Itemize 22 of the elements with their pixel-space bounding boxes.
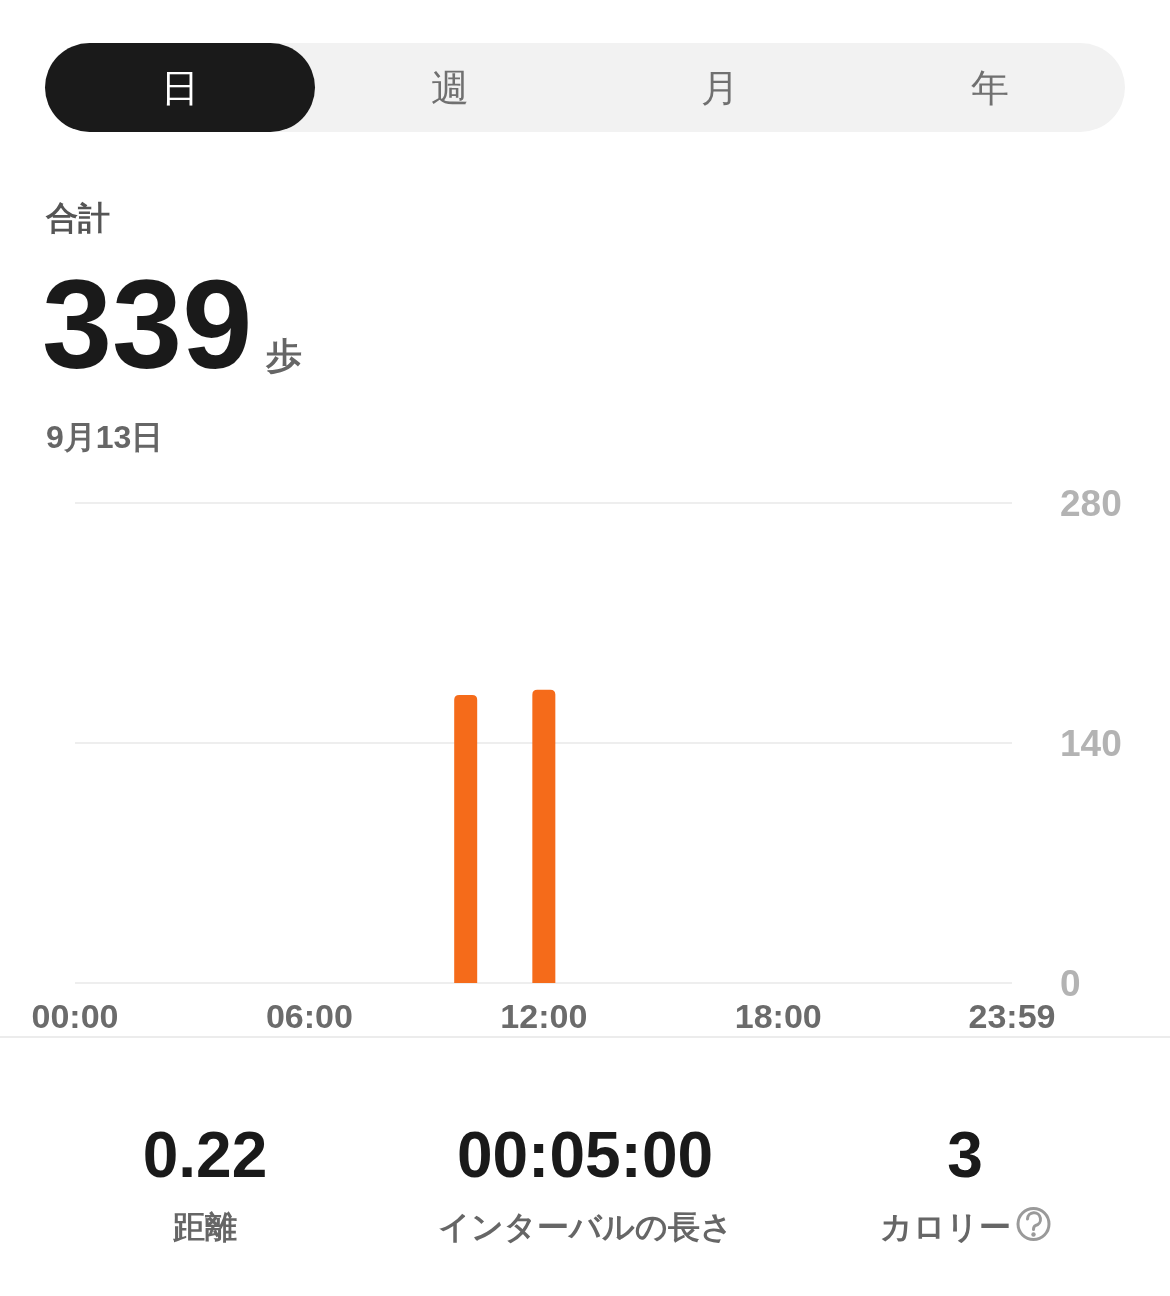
- y-tick-label: 0: [1060, 963, 1081, 1004]
- text: 年: [971, 66, 1009, 109]
- text: 0.22: [142, 1119, 268, 1191]
- text: 00:05:00: [456, 1119, 714, 1191]
- text: カロリー: [879, 1209, 1011, 1245]
- x-tick-label: 18:00: [734, 997, 822, 1035]
- chart-subtitle: 9月13日: [46, 419, 164, 455]
- x-tick-label: 06:00: [265, 997, 353, 1035]
- text: 週: [431, 66, 469, 109]
- y-tick-label: 280: [1060, 483, 1122, 524]
- text: 歩: [265, 335, 303, 376]
- text: 3: [947, 1119, 983, 1191]
- x-tick-label: 23:59: [968, 997, 1056, 1035]
- text: 339: [42, 254, 253, 395]
- text: 月: [701, 66, 739, 109]
- text: 距離: [172, 1209, 237, 1245]
- x-tick-label: 00:00: [31, 997, 119, 1035]
- chart-title: 合計: [45, 200, 110, 236]
- y-tick-label: 140: [1060, 723, 1122, 764]
- text: 日: [161, 66, 199, 109]
- text: インターバルの長さ: [437, 1209, 733, 1245]
- x-tick-label: 12:00: [500, 997, 588, 1035]
